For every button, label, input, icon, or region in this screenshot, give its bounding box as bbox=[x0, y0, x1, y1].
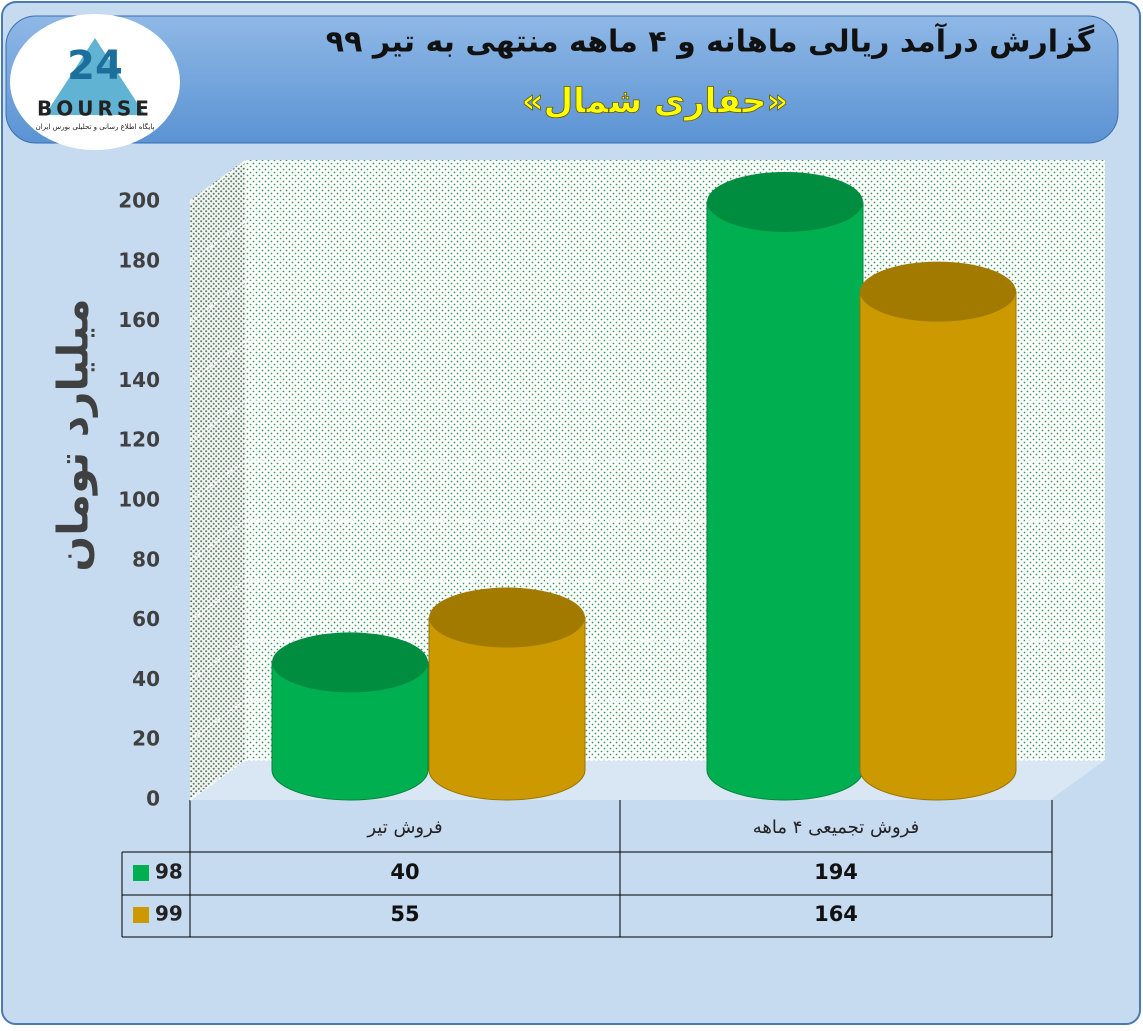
y-tick-label: 120 bbox=[118, 428, 160, 452]
bar bbox=[706, 201, 864, 801]
x-tick-label: فروش تجمیعی ۴ ماهه bbox=[753, 817, 919, 838]
y-tick-label: 60 bbox=[132, 607, 160, 631]
y-tick-label: 0 bbox=[146, 787, 160, 811]
table-value: 40 bbox=[390, 860, 419, 884]
y-tick-label: 180 bbox=[118, 248, 160, 272]
y-tick-label: 140 bbox=[118, 368, 160, 392]
grid-line bbox=[189, 579, 246, 622]
y-tick-label: 20 bbox=[132, 727, 160, 751]
grid-line bbox=[189, 221, 246, 263]
grid-line bbox=[189, 400, 246, 442]
logo-number: 24 bbox=[67, 43, 123, 89]
bar bbox=[428, 617, 586, 801]
chart-title: گزارش درآمد ریالی ماهانه و ۴ ماهه منتهی … bbox=[326, 23, 1095, 60]
grid-line bbox=[189, 699, 246, 741]
legend-label: 99 bbox=[155, 902, 183, 926]
table-value: 194 bbox=[814, 860, 858, 884]
header-band bbox=[5, 15, 1119, 144]
x-tick-label: فروش تیر bbox=[366, 817, 442, 838]
logo-tagline: پایگاه اطلاع رسانی و تحلیلی بورس ایران bbox=[36, 122, 155, 131]
y-axis-label: میلیارد تومان bbox=[49, 298, 99, 571]
legend-swatch bbox=[133, 907, 149, 923]
bar-top bbox=[860, 261, 1016, 322]
logo-text: BOURSE bbox=[37, 97, 153, 121]
bar-top bbox=[272, 632, 428, 693]
logo-shape bbox=[45, 38, 145, 115]
chart-subtitle: «حفاری شمال» bbox=[522, 82, 789, 122]
data-table bbox=[121, 800, 1053, 938]
grid-line bbox=[189, 280, 246, 323]
grid-line bbox=[189, 759, 246, 801]
y-tick-label: 80 bbox=[132, 547, 160, 571]
grid-line bbox=[189, 639, 246, 682]
bars bbox=[271, 171, 1017, 801]
bar bbox=[859, 291, 1017, 801]
table-value: 164 bbox=[814, 902, 858, 926]
grid-line bbox=[189, 460, 246, 502]
bar-top bbox=[429, 587, 585, 648]
y-tick-label: 160 bbox=[118, 308, 160, 332]
legend-swatch bbox=[133, 865, 149, 881]
grid-line bbox=[189, 161, 246, 203]
bar bbox=[271, 661, 429, 801]
bar-top bbox=[707, 171, 863, 232]
grid-line bbox=[189, 520, 246, 562]
y-tick-label: 100 bbox=[118, 488, 160, 512]
y-tick-label: 40 bbox=[132, 667, 160, 691]
side-wall bbox=[190, 160, 245, 800]
legend-label: 98 bbox=[155, 860, 183, 884]
table-value: 55 bbox=[390, 902, 419, 926]
grid-line bbox=[189, 340, 246, 383]
y-tick-label: 200 bbox=[118, 189, 160, 213]
